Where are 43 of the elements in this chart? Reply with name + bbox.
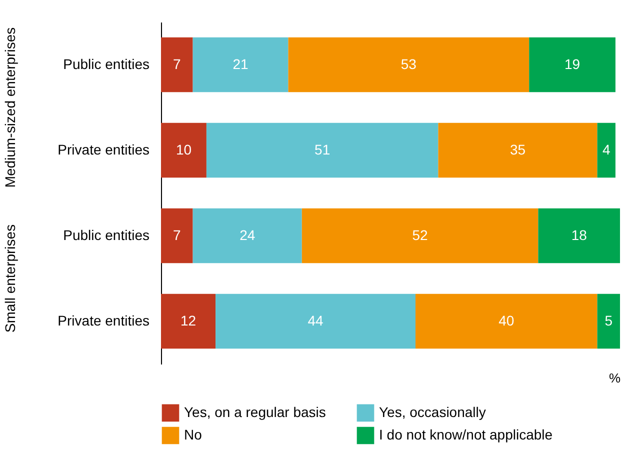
x-axis-title: % — [608, 370, 621, 386]
legend-label: Yes, occasionally — [379, 404, 486, 420]
data-label: 51 — [314, 141, 330, 158]
legend-label: Yes, on a regular basis — [184, 404, 326, 420]
y-tick-label: Private entities — [58, 312, 150, 328]
bar — [161, 37, 193, 92]
data-label: 53 — [400, 56, 417, 72]
bar — [538, 208, 620, 264]
data-label: 21 — [232, 56, 249, 72]
bar — [216, 294, 416, 349]
data-label: 52 — [412, 226, 428, 243]
bar — [288, 37, 530, 92]
bar — [529, 37, 616, 92]
legend-label: No — [184, 426, 202, 442]
bar — [161, 294, 216, 349]
data-label: 35 — [510, 141, 526, 158]
data-label: 4 — [602, 141, 610, 158]
bar — [302, 208, 538, 264]
bar — [192, 37, 288, 92]
data-label: 7 — [173, 56, 182, 72]
data-label: 24 — [240, 226, 256, 243]
data-label: 10 — [176, 141, 192, 158]
y-tick-label: Private entities — [58, 141, 150, 158]
y-tick-label: Public entities — [63, 56, 150, 72]
legend-label: I do not know/not applicable — [379, 426, 553, 442]
y-tick-label: Public entities — [63, 226, 150, 243]
bar — [415, 294, 598, 349]
bar — [597, 122, 616, 178]
bar — [206, 122, 438, 178]
data-label: 5 — [604, 312, 613, 328]
data-label: 7 — [173, 226, 182, 243]
bar — [192, 208, 302, 264]
data-label: 19 — [564, 56, 580, 72]
bar — [597, 294, 620, 349]
bar — [161, 208, 193, 264]
text: Medium-sized enterprises — [2, 27, 18, 188]
data-label: 44 — [308, 312, 324, 328]
data-label: 18 — [571, 226, 588, 243]
data-label: 40 — [498, 312, 514, 328]
bar — [161, 122, 206, 178]
text: Small enterprises — [2, 224, 18, 333]
data-label: 12 — [180, 312, 196, 328]
bar — [438, 122, 598, 178]
